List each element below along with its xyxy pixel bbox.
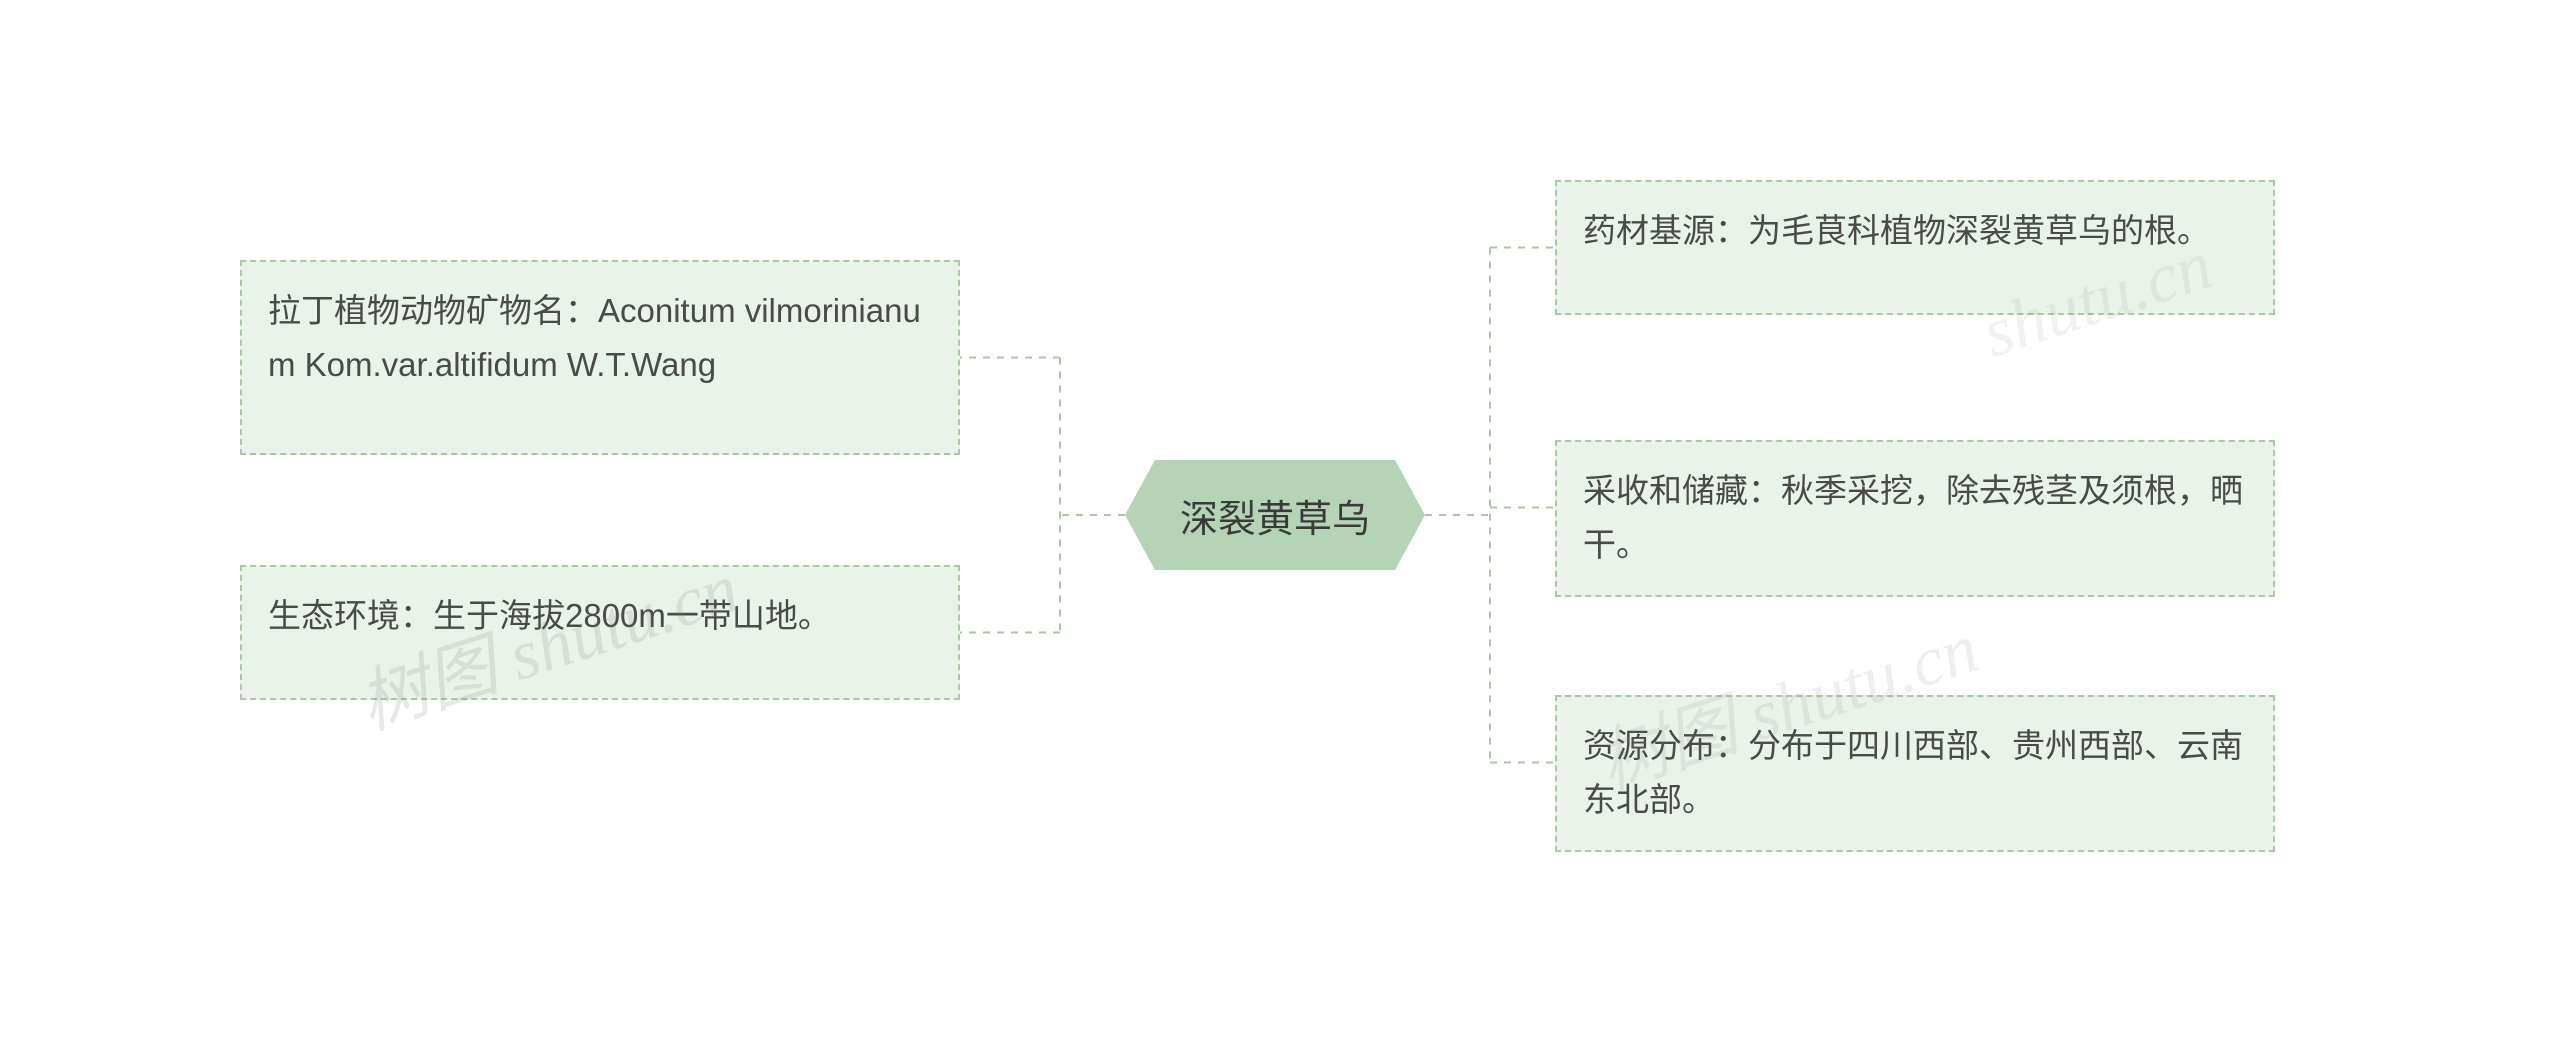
leaf-node-label: 采收和储藏：秋季采挖，除去残茎及须根，晒干。 [1583, 472, 2243, 563]
leaf-node-source: 药材基源：为毛茛科植物深裂黄草乌的根。 [1555, 180, 2275, 315]
leaf-node-label: 药材基源：为毛茛科植物深裂黄草乌的根。 [1583, 212, 2210, 249]
leaf-node-label: 资源分布：分布于四川西部、贵州西部、云南东北部。 [1583, 727, 2243, 818]
leaf-node-habitat: 生态环境：生于海拔2800m一带山地。 [240, 565, 960, 700]
center-node-label: 深裂黄草乌 [1180, 488, 1370, 543]
leaf-node-label: 生态环境：生于海拔2800m一带山地。 [268, 597, 831, 634]
mindmap-canvas: 深裂黄草乌 拉丁植物动物矿物名：Aconitum vilmorinianum Ko… [0, 0, 2560, 1061]
leaf-node-label: 拉丁植物动物矿物名：Aconitum vilmorinianum Kom.var… [268, 292, 921, 383]
leaf-node-latin: 拉丁植物动物矿物名：Aconitum vilmorinianum Kom.var… [240, 260, 960, 455]
center-node: 深裂黄草乌 [1125, 460, 1425, 570]
leaf-node-dist: 资源分布：分布于四川西部、贵州西部、云南东北部。 [1555, 695, 2275, 852]
leaf-node-harvest: 采收和储藏：秋季采挖，除去残茎及须根，晒干。 [1555, 440, 2275, 597]
